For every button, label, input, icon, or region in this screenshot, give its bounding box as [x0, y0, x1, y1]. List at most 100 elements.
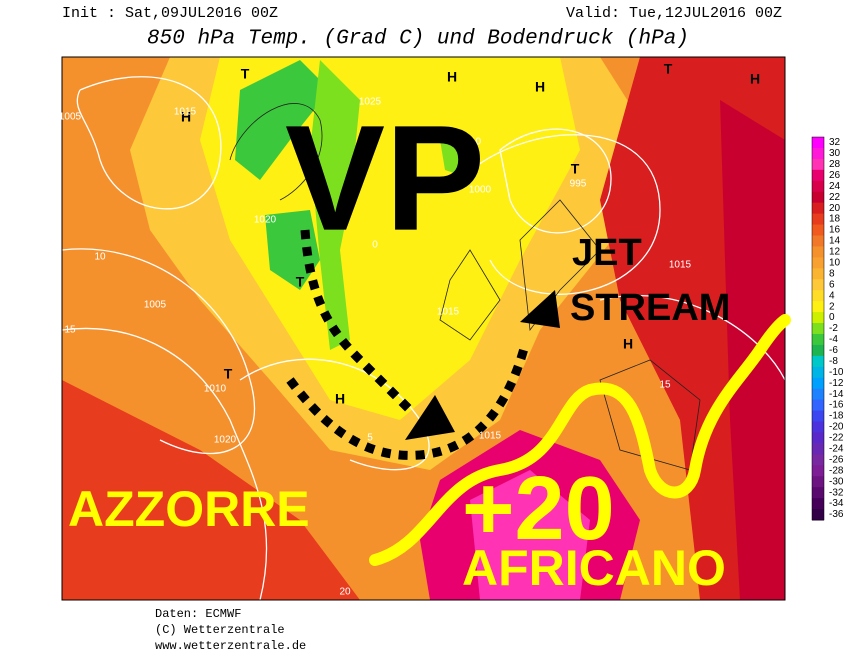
map-label: 0	[372, 240, 378, 251]
legend-swatch	[812, 202, 824, 215]
map-label: 1015	[174, 107, 197, 118]
legend-swatch	[812, 421, 824, 433]
legend-label: 2	[829, 301, 835, 312]
legend-swatch	[812, 312, 824, 324]
footer-source: Daten: ECMWF	[155, 607, 241, 621]
legend-label: 28	[829, 159, 841, 170]
legend-swatch	[812, 279, 824, 291]
legend-swatch	[812, 323, 824, 335]
legend-swatch	[812, 301, 824, 313]
legend-label: -28	[829, 465, 844, 476]
legend-swatch	[812, 235, 824, 247]
legend-label: 20	[829, 203, 841, 214]
legend-label: 8	[829, 268, 835, 279]
map-label: 1015	[437, 307, 460, 318]
legend-swatch	[812, 366, 824, 379]
map-label: 1005	[59, 112, 82, 123]
legend-label: -30	[829, 476, 844, 487]
color-legend: 32302826242220181614121086420-2-4-6-8-10…	[811, 136, 844, 521]
legend-label: -18	[829, 411, 844, 422]
map-label: H	[181, 109, 191, 125]
arrow-head	[520, 290, 560, 328]
map-label: 1010	[459, 137, 482, 148]
legend-label: -34	[829, 498, 844, 509]
legend-label: -4	[829, 334, 838, 345]
legend-swatch	[812, 137, 824, 149]
legend-swatch	[812, 454, 824, 466]
annotation-africano: AFRICANO	[462, 540, 726, 596]
legend-label: 4	[829, 290, 835, 301]
legend-swatch	[812, 180, 824, 193]
map-label: T	[241, 66, 250, 82]
map-label: 1020	[254, 215, 277, 226]
legend-frame	[811, 136, 825, 521]
map-frame	[61, 56, 786, 601]
legend-label: -20	[829, 422, 844, 433]
legend-label: -12	[829, 378, 844, 389]
map-label: H	[750, 71, 760, 87]
legend-swatch	[812, 246, 824, 258]
legend-swatch	[812, 213, 824, 226]
map-label: 1000	[469, 185, 492, 196]
legend-swatch	[812, 355, 824, 368]
legend-label: -6	[829, 345, 838, 356]
map-label: 5	[367, 433, 373, 444]
legend-swatch	[812, 410, 824, 423]
legend-label: 18	[829, 214, 841, 225]
legend-swatch	[812, 169, 824, 182]
arrow-head	[405, 395, 455, 440]
legend-label: -22	[829, 433, 844, 444]
map-label: 15	[64, 325, 76, 336]
legend-swatch	[812, 399, 824, 412]
legend-label: -16	[829, 400, 844, 411]
legend-swatch	[812, 191, 824, 204]
annotation-vp: VP	[285, 94, 485, 262]
legend-label: 26	[829, 170, 841, 181]
legend-swatch	[812, 388, 824, 401]
legend-swatch	[812, 509, 824, 521]
legend-swatch	[812, 377, 824, 390]
isotherm-20	[369, 314, 791, 566]
legend-label: 0	[829, 312, 835, 323]
legend-label: 10	[829, 257, 841, 268]
map-label: H	[335, 391, 345, 407]
legend-label: -24	[829, 444, 844, 455]
legend-swatch	[812, 158, 824, 171]
map-field	[62, 57, 785, 600]
map-label: 1015	[669, 260, 692, 271]
legend-swatch	[812, 344, 824, 357]
map-label: 1010	[204, 384, 227, 395]
map-label: 1015	[479, 431, 502, 442]
legend-swatch	[812, 268, 824, 280]
map-label: T	[571, 161, 580, 177]
valid-time: Valid: Tue,12JUL2016 00Z	[566, 5, 782, 22]
legend-label: -8	[829, 356, 838, 367]
map-label: H	[535, 79, 545, 95]
map-label: 1005	[144, 300, 167, 311]
annotation-stream: STREAM	[570, 287, 730, 329]
legend-label: 16	[829, 225, 841, 236]
legend-label: -2	[829, 323, 838, 334]
map-label: H	[447, 69, 457, 85]
map-label: 10	[94, 252, 106, 263]
map-label: 1020	[214, 435, 237, 446]
footer-url: www.wetterzentrale.de	[155, 639, 306, 653]
legend-swatch	[812, 147, 824, 160]
arrow-path	[286, 229, 530, 460]
map-title: 850 hPa Temp. (Grad C) und Bodendruck (h…	[147, 28, 689, 51]
legend-label: 6	[829, 279, 835, 290]
map-label: 1025	[359, 97, 382, 108]
legend-label: -26	[829, 454, 844, 465]
map-label: T	[296, 274, 305, 290]
legend-label: 32	[829, 137, 841, 148]
map-label: 15	[659, 380, 671, 391]
map-label: 995	[570, 179, 587, 190]
legend-swatch	[812, 476, 824, 488]
init-time: Init : Sat,09JUL2016 00Z	[62, 5, 278, 22]
legend-swatch	[812, 487, 824, 499]
legend-label: 22	[829, 192, 841, 203]
legend-swatch	[812, 224, 824, 236]
legend-swatch	[812, 443, 824, 455]
